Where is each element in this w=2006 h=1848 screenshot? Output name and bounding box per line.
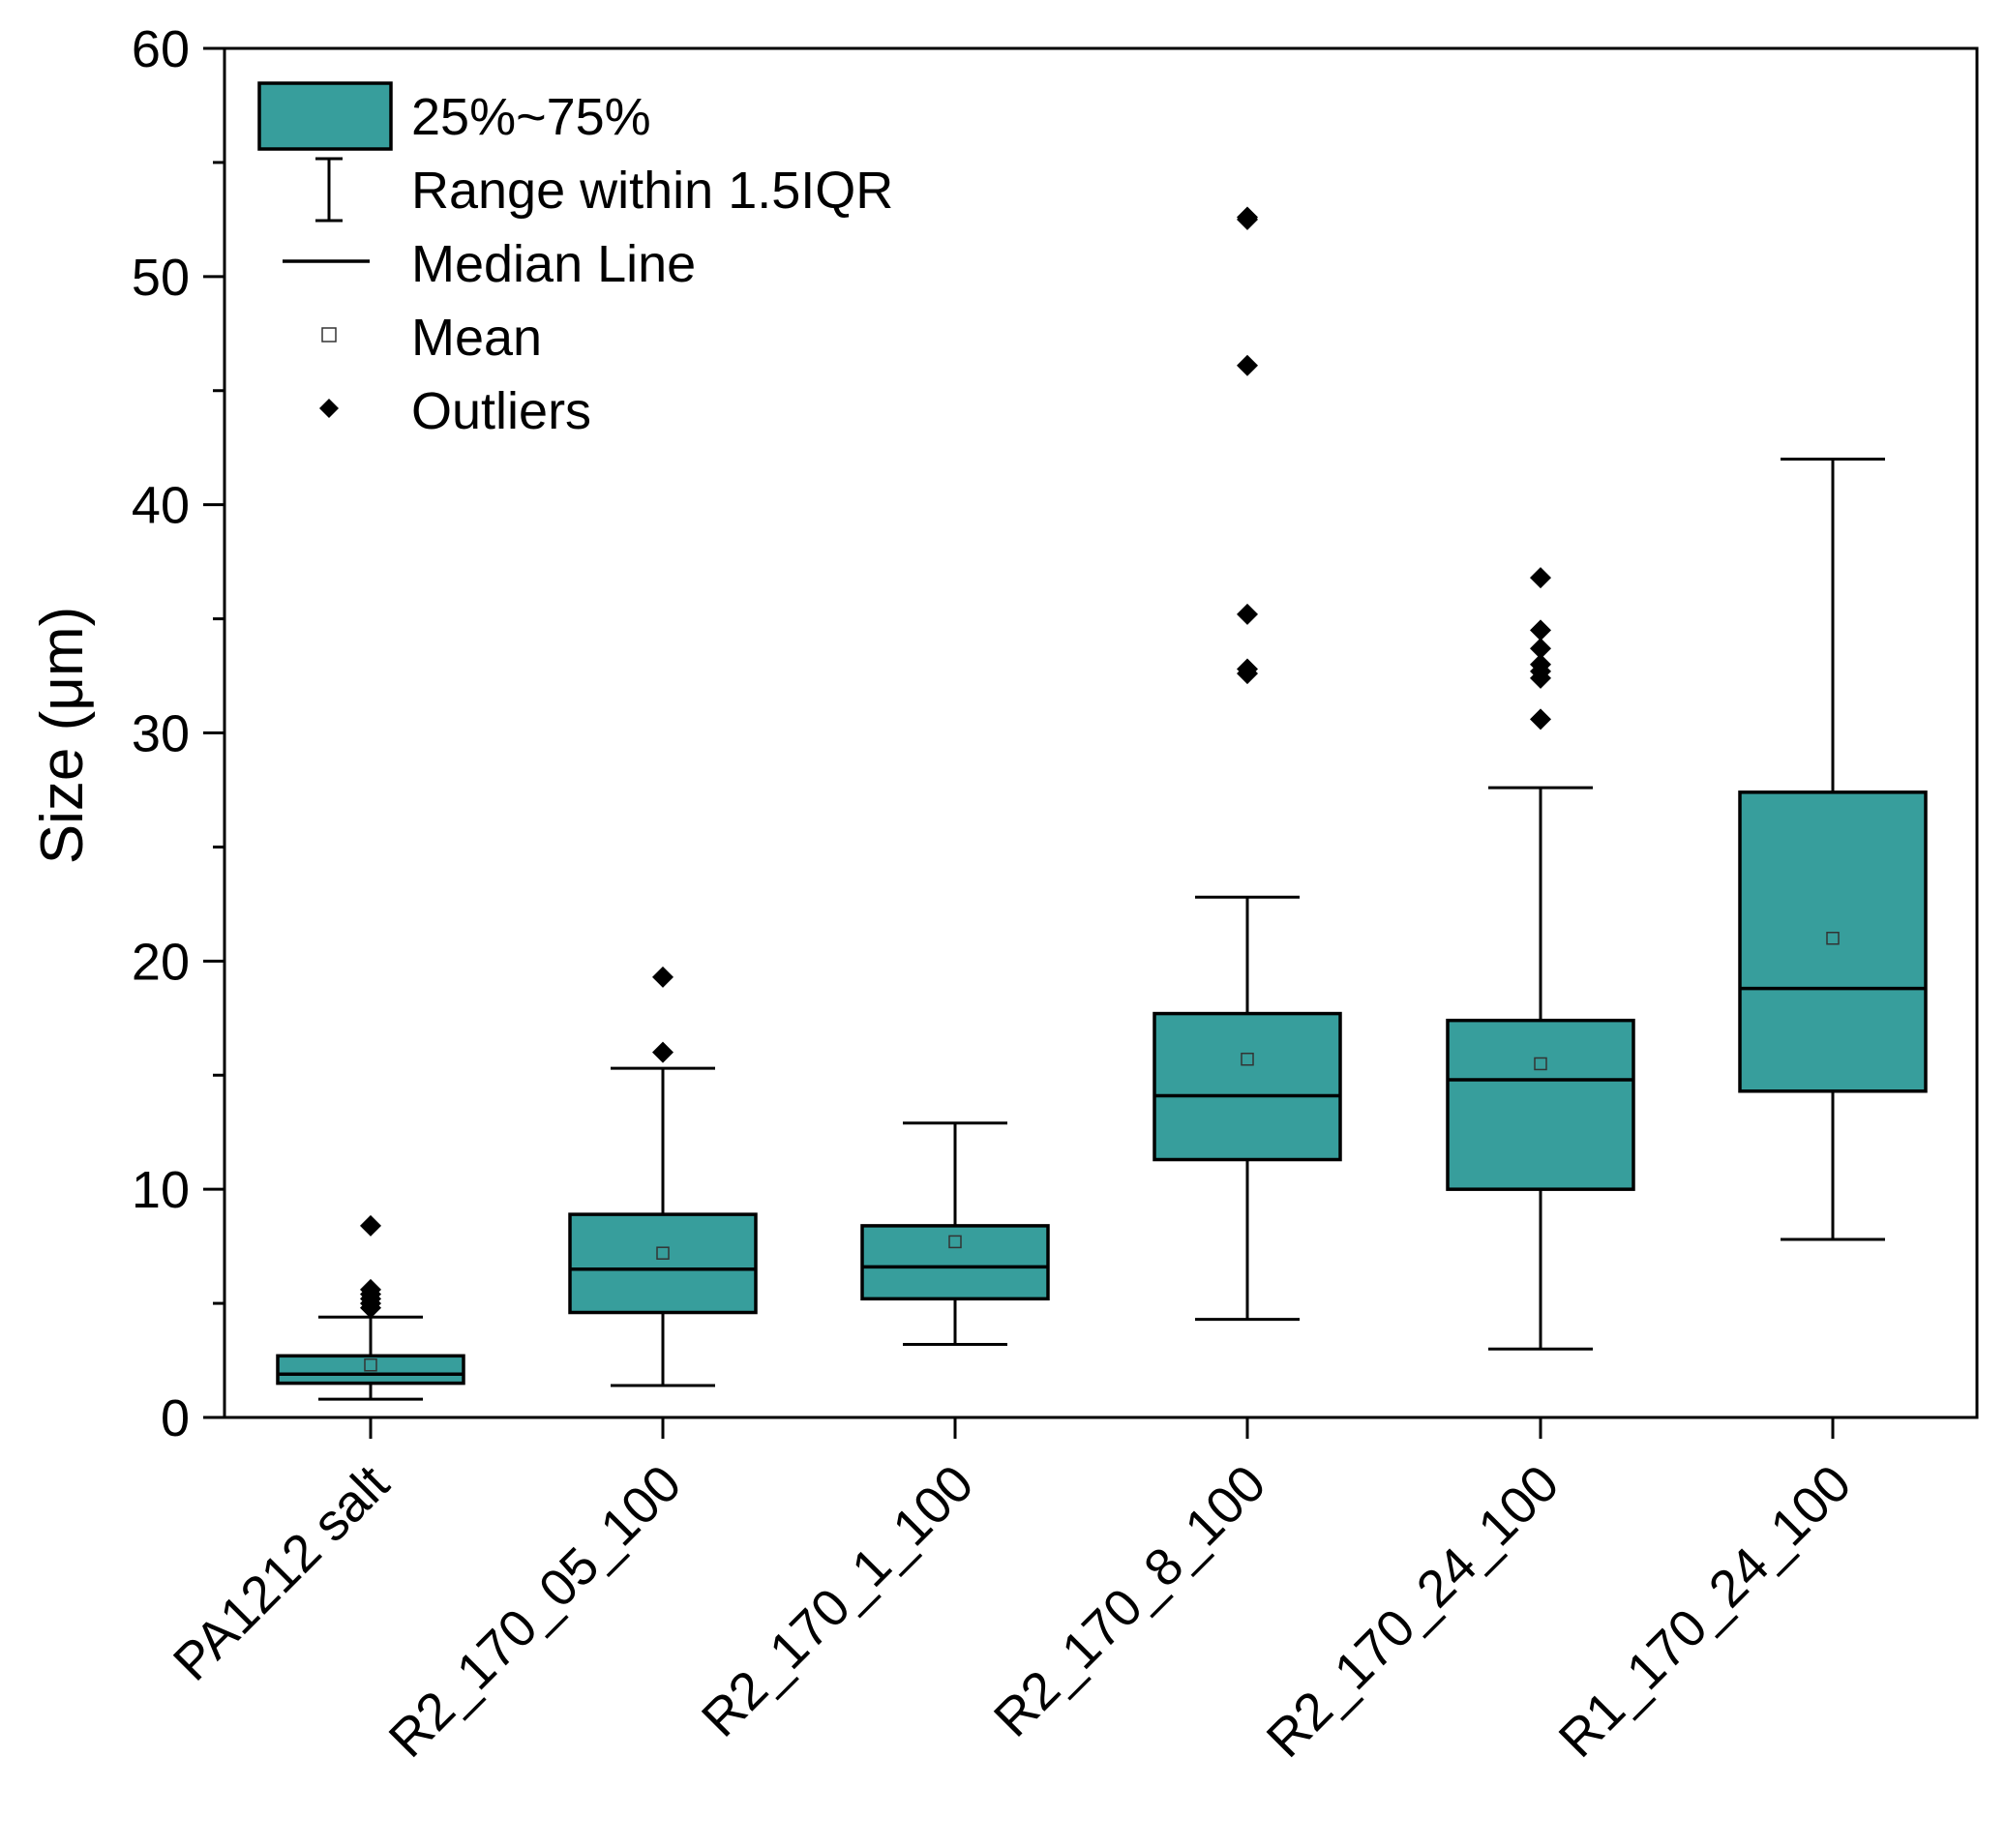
box-group [1153,206,1342,1322]
outlier-point [1530,653,1551,675]
outlier-point [1530,567,1551,589]
legend-mean-swatch [321,327,337,343]
outlier-point [1237,658,1258,680]
outlier-point [1530,708,1551,730]
mean-marker [364,1358,377,1372]
box-group [568,966,758,1387]
box-series [276,206,1928,1401]
legend-label: 25%~75% [411,88,651,146]
legend-outlier-swatch [319,399,339,418]
legend-label: Range within 1.5IQR [411,162,893,220]
legend-item: Range within 1.5IQR [315,157,893,223]
legend-label: Outliers [411,382,591,440]
box-group [1738,458,1928,1241]
outlier-point [652,1041,674,1063]
mean-marker [1534,1057,1547,1071]
legend-item: Mean [321,309,542,367]
y-tick-label: 60 [132,20,190,78]
y-tick-label: 40 [132,477,190,535]
x-category-label: R1_170_24_100 [1548,1454,1863,1769]
box-group [860,1121,1050,1347]
outlier-point [360,1278,381,1300]
iqr-box [860,1224,1050,1301]
iqr-box [1738,790,1928,1093]
outlier-point [652,966,674,988]
legend-item: Outliers [319,382,591,440]
outlier-point [360,1214,381,1237]
box-group [1446,567,1635,1351]
iqr-box [276,1354,465,1386]
legend-label: Mean [411,309,542,367]
y-axis-label: Size (μm) [29,607,96,865]
y-tick-label: 50 [132,249,190,307]
legend-box-swatch [257,81,393,151]
y-axis: 0 10 20 30 40 50 60 [132,20,225,1447]
legend: 25%~75% Range within 1.5IQR Median Line Mea… [257,81,893,440]
mean-marker [1241,1052,1254,1066]
outlier-point [1530,619,1551,641]
x-category-label: PA1212 salt [163,1454,401,1692]
y-tick-label: 0 [161,1389,190,1447]
iqr-box [568,1212,758,1315]
mean-marker [1826,932,1840,945]
mean-marker [656,1246,670,1260]
iqr-box [1446,1018,1635,1191]
outlier-point [1237,206,1258,228]
mean-marker [948,1235,962,1249]
legend-item: Median Line [283,235,696,293]
box-group [276,1214,465,1401]
legend-item: 25%~75% [257,81,651,151]
outlier-point [1237,603,1258,625]
x-category-label: R2_170_1_100 [691,1454,985,1748]
x-axis: PA1212 saltR2_170_05_100R2_170_1_100R2_1… [163,1417,1863,1769]
x-category-label: R2_170_8_100 [983,1454,1277,1748]
y-tick-label: 30 [132,705,190,763]
legend-label: Median Line [411,235,696,293]
iqr-box [1153,1011,1342,1162]
x-category-label: R2_170_24_100 [1256,1454,1571,1769]
y-tick-label: 20 [132,933,190,991]
x-category-label: R2_170_05_100 [378,1454,693,1769]
y-tick-label: 10 [132,1161,190,1219]
outlier-point [1237,354,1258,376]
outlier-point [1530,638,1551,660]
